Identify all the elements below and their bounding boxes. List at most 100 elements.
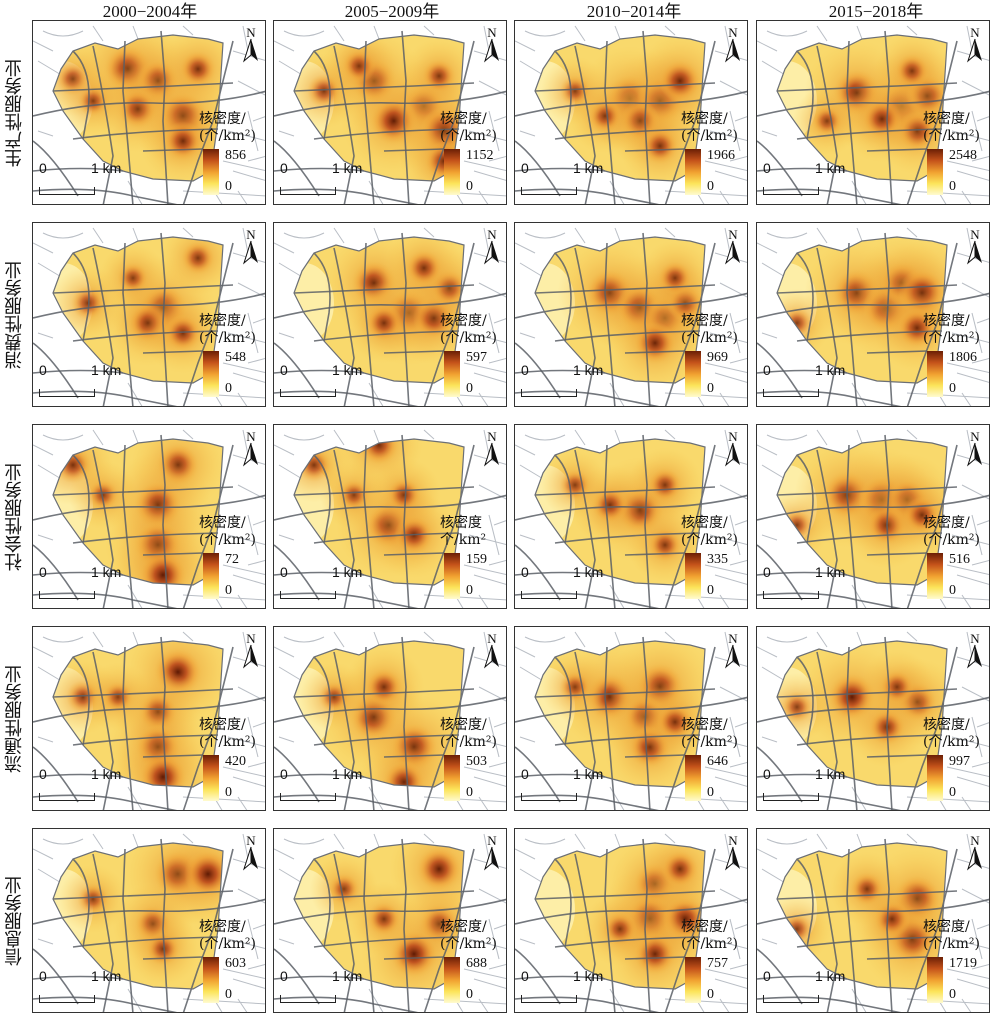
- minor-road: [664, 594, 747, 601]
- legend-max-value: 548: [225, 350, 246, 365]
- legend-min-value: 0: [949, 179, 956, 194]
- minor-road: [473, 776, 506, 787]
- minor-road: [946, 160, 989, 172]
- density-hotspot: [416, 846, 462, 892]
- legend-title-line1: 核密度/: [681, 717, 728, 733]
- major-road: [33, 696, 265, 723]
- legend-title-line1: 核密度/: [440, 111, 487, 127]
- minor-road: [423, 796, 506, 803]
- minor-road: [232, 170, 265, 181]
- major-road: [182, 40, 234, 204]
- legend-color-ramp: [685, 351, 701, 397]
- scale-bar: [280, 793, 336, 801]
- minor-road: [971, 560, 989, 566]
- density-hotspot: [365, 668, 403, 706]
- minor-road: [222, 362, 265, 374]
- major-road: [274, 571, 365, 576]
- major-road: [160, 30, 169, 204]
- density-hotspot: [405, 249, 443, 287]
- minor-road: [609, 584, 625, 608]
- minor-road: [956, 170, 989, 181]
- minor-road: [242, 227, 249, 254]
- major-road: [664, 444, 716, 608]
- major-road: [906, 242, 958, 406]
- minor-road: [283, 838, 325, 845]
- legend-title: 核密度/(个/km²): [681, 515, 738, 549]
- study-area-boundary: [293, 438, 465, 586]
- major-road: [554, 128, 701, 140]
- minor-road: [961, 998, 972, 1012]
- column-header-2: 2005−2009年: [344, 2, 440, 21]
- minor-road: [664, 631, 676, 642]
- legend-title: 核密度/(个/km²): [681, 717, 738, 751]
- major-road: [554, 734, 701, 746]
- legend-color-ramp: [203, 553, 219, 599]
- minor-road: [851, 988, 867, 1012]
- major-road: [574, 45, 596, 204]
- major-road: [293, 82, 475, 92]
- density-map: [757, 429, 989, 608]
- minor-road: [488, 110, 500, 152]
- scale-bar: [39, 591, 95, 599]
- major-road: [816, 247, 838, 406]
- minor-road: [734, 924, 747, 930]
- major-road: [796, 330, 943, 342]
- density-map: [757, 227, 989, 406]
- minor-road: [483, 227, 490, 254]
- minor-road: [92, 25, 104, 42]
- legend-max-value: 72: [225, 552, 239, 567]
- legend-title-line1: 核密度/: [681, 313, 728, 329]
- major-road: [72, 858, 90, 948]
- minor-road: [278, 332, 295, 339]
- major-road: [757, 571, 848, 576]
- scale-bar-label: 1 km: [91, 564, 122, 580]
- legend-title: 核密度 个/km²: [440, 515, 486, 549]
- minor-road: [182, 190, 265, 197]
- major-road: [92, 247, 114, 406]
- study-area-boundary: [776, 236, 948, 384]
- major-road: [423, 40, 475, 204]
- minor-road: [274, 646, 295, 658]
- minor-road: [976, 924, 989, 930]
- minor-road: [966, 227, 973, 254]
- minor-road: [423, 190, 506, 197]
- minor-road: [614, 227, 621, 242]
- density-hotspot: [77, 85, 109, 117]
- legend-title-line2: (个/km²): [440, 128, 498, 144]
- major-road: [624, 754, 686, 758]
- minor-road: [423, 392, 506, 399]
- minor-road: [906, 833, 918, 844]
- major-road: [624, 148, 686, 152]
- scale-bar-label: 1 km: [332, 160, 363, 176]
- density-hotspot: [559, 469, 591, 501]
- scale-bar-label: 1 km: [91, 766, 122, 782]
- legend-title-line2: (个/km²): [923, 734, 981, 750]
- major-road: [142, 956, 204, 960]
- minor-road: [423, 631, 435, 642]
- minor-road: [515, 646, 536, 658]
- legend-min-value: 0: [949, 381, 956, 396]
- major-road: [274, 794, 419, 810]
- minor-road: [478, 998, 489, 1012]
- minor-road: [242, 631, 249, 658]
- major-road: [757, 592, 902, 608]
- minor-road: [182, 833, 194, 844]
- legend-title-line2: 个/km²: [440, 532, 487, 548]
- minor-road: [971, 964, 989, 970]
- legend-title-line2: (个/km²): [923, 330, 981, 346]
- major-road: [554, 656, 572, 746]
- study-area-boundary: [52, 842, 224, 990]
- major-road: [72, 330, 219, 342]
- legend-title-line2: (个/km²): [199, 936, 257, 952]
- minor-road: [851, 180, 867, 204]
- minor-road: [719, 888, 747, 904]
- major-road: [122, 444, 134, 608]
- minor-road: [519, 736, 536, 743]
- study-area-boundary: [776, 34, 948, 182]
- major-road: [363, 646, 375, 810]
- minor-road: [519, 130, 536, 137]
- minor-road: [278, 938, 295, 945]
- density-hotspot: [897, 308, 937, 348]
- north-letter: N: [246, 227, 256, 242]
- north-arrow-icon: N: [239, 429, 263, 469]
